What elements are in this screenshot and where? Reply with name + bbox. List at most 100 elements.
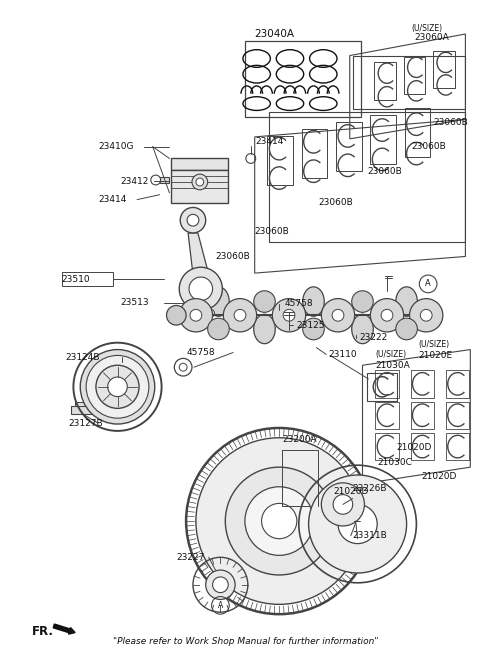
Text: 23222: 23222 (360, 333, 388, 342)
Circle shape (321, 483, 364, 526)
Circle shape (371, 298, 404, 332)
Circle shape (333, 495, 353, 514)
Bar (410, 370, 434, 398)
Text: 23226B: 23226B (353, 484, 387, 493)
Circle shape (329, 484, 339, 494)
Bar (410, 401, 434, 429)
Circle shape (207, 310, 215, 318)
Bar (267, 136, 293, 185)
Ellipse shape (396, 287, 418, 316)
Circle shape (196, 178, 204, 186)
Circle shape (356, 501, 361, 507)
Ellipse shape (254, 314, 275, 344)
Circle shape (96, 365, 139, 408)
Circle shape (179, 298, 213, 332)
Text: FR.: FR. (32, 625, 54, 638)
Circle shape (396, 318, 418, 340)
Bar (374, 62, 396, 100)
Text: 23060B: 23060B (318, 198, 353, 207)
Circle shape (219, 484, 229, 494)
Text: 23060A: 23060A (414, 33, 449, 43)
Circle shape (192, 174, 208, 190)
Text: 21030C: 21030C (377, 458, 412, 467)
Text: A: A (218, 601, 223, 610)
Bar (375, 401, 399, 429)
Text: "Please refer to Work Shop Manual for further information": "Please refer to Work Shop Manual for fu… (113, 637, 378, 646)
Bar (446, 433, 469, 461)
Text: 45758: 45758 (186, 348, 215, 357)
Circle shape (167, 306, 186, 325)
Circle shape (420, 310, 432, 321)
Circle shape (207, 582, 213, 588)
Circle shape (274, 580, 284, 590)
Bar (433, 51, 455, 88)
Bar (61, 272, 113, 286)
Circle shape (371, 550, 379, 558)
Bar (367, 373, 397, 401)
Circle shape (327, 492, 333, 498)
Bar (375, 370, 399, 398)
Circle shape (196, 438, 362, 604)
Circle shape (381, 310, 393, 321)
Circle shape (254, 291, 275, 312)
Text: 45758: 45758 (284, 299, 313, 308)
Circle shape (228, 582, 234, 588)
Text: 23412: 23412 (120, 176, 149, 186)
Circle shape (321, 298, 355, 332)
Bar (336, 122, 361, 171)
Polygon shape (188, 233, 209, 274)
FancyArrow shape (53, 624, 75, 634)
Circle shape (179, 267, 222, 310)
Circle shape (189, 277, 213, 300)
Bar (302, 129, 327, 178)
Circle shape (190, 310, 202, 321)
Circle shape (223, 591, 229, 597)
Ellipse shape (303, 287, 324, 316)
Text: 23513: 23513 (120, 298, 149, 307)
Circle shape (272, 298, 306, 332)
Circle shape (283, 310, 295, 321)
Bar (446, 370, 469, 398)
Text: 23227: 23227 (176, 553, 204, 562)
Text: (U/SIZE): (U/SIZE) (375, 350, 407, 359)
Circle shape (180, 207, 206, 233)
Circle shape (196, 312, 204, 319)
Circle shape (352, 291, 373, 312)
Circle shape (234, 310, 246, 321)
Circle shape (345, 487, 351, 493)
Bar (72, 407, 91, 414)
Circle shape (336, 550, 344, 558)
Circle shape (345, 516, 351, 522)
Text: (U/SIZE): (U/SIZE) (419, 340, 449, 349)
Text: 23040A: 23040A (254, 29, 294, 39)
Text: 21020D: 21020D (397, 443, 432, 452)
Text: 23410G: 23410G (98, 142, 133, 151)
Text: 23311B: 23311B (353, 531, 387, 541)
Text: 23125: 23125 (297, 321, 325, 329)
Circle shape (225, 467, 333, 575)
Text: 21020D: 21020D (421, 472, 456, 482)
Circle shape (327, 510, 333, 516)
Bar (404, 56, 425, 94)
Circle shape (223, 573, 229, 579)
Circle shape (332, 310, 344, 321)
Circle shape (329, 548, 339, 558)
Bar (160, 177, 169, 183)
Circle shape (223, 298, 257, 332)
Circle shape (388, 520, 396, 528)
Text: 23127B: 23127B (69, 419, 103, 428)
Circle shape (371, 491, 379, 498)
Circle shape (338, 504, 377, 544)
Text: (U/SIZE): (U/SIZE) (411, 24, 443, 33)
Circle shape (409, 298, 443, 332)
Ellipse shape (208, 287, 229, 316)
Circle shape (208, 318, 229, 340)
Text: 21030A: 21030A (375, 361, 410, 370)
Text: 21020E: 21020E (419, 351, 453, 360)
Circle shape (187, 215, 199, 226)
Ellipse shape (352, 314, 373, 344)
Text: 23060B: 23060B (411, 142, 446, 151)
Circle shape (303, 318, 324, 340)
Bar (75, 403, 87, 407)
Bar (245, 41, 360, 117)
